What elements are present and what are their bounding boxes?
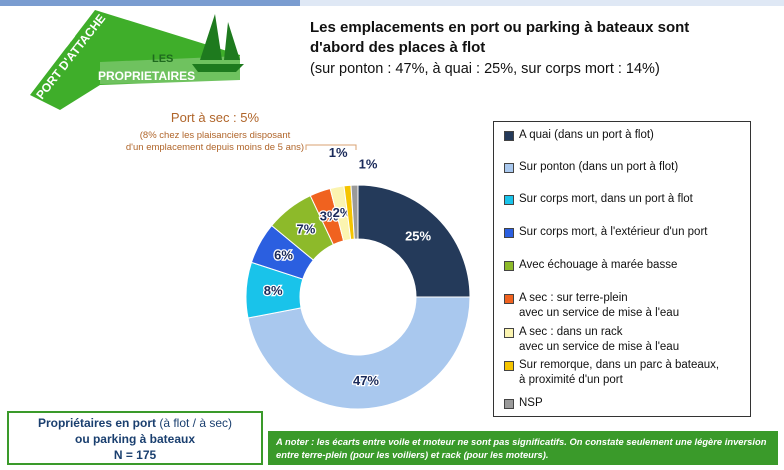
legend-label: Avec échouage à marée basse — [519, 259, 678, 271]
slice — [357, 184, 471, 298]
data-label: 25% — [405, 228, 431, 243]
top-band — [0, 0, 784, 6]
logo-boat — [192, 14, 244, 72]
sample-line: ou parking à bateaux — [74, 432, 196, 446]
legend-swatch — [504, 131, 514, 141]
legend-entry: Sur corps mort, dans un port à flot — [504, 192, 693, 207]
data-label: 8% — [264, 283, 283, 298]
top-band-accent — [0, 0, 300, 6]
logo-band — [100, 56, 240, 84]
chart-title: Les emplacements en port ou parking à ba… — [310, 19, 690, 56]
sample-qualifier: (à flot / à sec) — [159, 416, 233, 430]
legend-entry: NSP — [504, 396, 543, 411]
legend-label: A sec : dans un rack avec un service de … — [519, 326, 680, 353]
data-label: 7% — [297, 221, 316, 236]
slice — [247, 296, 471, 410]
data-label: 6% — [274, 247, 293, 262]
legend-entry: Sur ponton (dans un port à flot) — [504, 160, 678, 175]
legend-swatch — [504, 163, 514, 173]
sample-title: Propriétaires en port — [37, 416, 156, 430]
legend-label: Sur remorque, dans un parc à bateaux, à … — [519, 359, 720, 386]
annotation: (8% chez les plaisanciers disposant — [139, 130, 291, 141]
legend-label: A quai (dans un port à flot) — [519, 129, 654, 141]
legend-label: Sur ponton (dans un port à flot) — [519, 161, 679, 173]
legend-entry: Sur corps mort, à l'extérieur d'un port — [504, 225, 707, 240]
legend-entry: A quai (dans un port à flot) — [504, 128, 654, 143]
legend-label: NSP — [519, 397, 543, 409]
legend-label: Sur corps mort, à l'extérieur d'un port — [519, 226, 708, 238]
legend-swatch — [504, 261, 514, 271]
annotation: d'un emplacement depuis moins de 5 ans) — [125, 142, 305, 153]
data-label: 3% — [320, 208, 339, 223]
legend-label: Sur corps mort, dans un port à flot — [519, 193, 693, 205]
data-label: 47% — [353, 373, 379, 388]
donut: 25%47%8%6%7%3%2%1%1% — [245, 144, 471, 410]
data-label: 1% — [359, 156, 378, 171]
logo-banner — [30, 10, 240, 110]
legend-entry: Sur remorque, dans un parc à bateaux, à … — [504, 358, 719, 388]
annotation: Port à sec : 5% — [170, 110, 260, 125]
legend-label: A sec : sur terre-plein avec un service … — [519, 292, 680, 319]
data-label: 1% — [329, 145, 348, 160]
logo-text: LES — [152, 53, 173, 65]
logo-text: PROPRIETAIRES — [98, 69, 195, 83]
note: A noter : les écarts entre voile et mote… — [268, 431, 778, 465]
slice — [350, 184, 359, 240]
legend-swatch — [504, 195, 514, 205]
legend-swatch — [504, 328, 514, 338]
legend-entry: A sec : sur terre-plein avec un service … — [504, 291, 679, 321]
legend-swatch — [504, 228, 514, 238]
legend-swatch — [504, 399, 514, 409]
legend-swatch — [504, 361, 514, 371]
legend: A quai (dans un port à flot) Sur ponton (… — [493, 121, 751, 417]
legend-swatch — [504, 294, 514, 304]
sample-line: N = 175 — [113, 448, 157, 462]
legend-entry: Avec échouage à marée basse — [504, 258, 677, 273]
chart-subtitle: (sur ponton : 47%, à quai : 25%, sur cor… — [310, 61, 660, 77]
annotation-bracket — [305, 144, 357, 150]
sample-box: Propriétaires en port (à flot / à sec) o… — [7, 411, 263, 465]
legend-entry: A sec : dans un rack avec un service de … — [504, 325, 679, 355]
